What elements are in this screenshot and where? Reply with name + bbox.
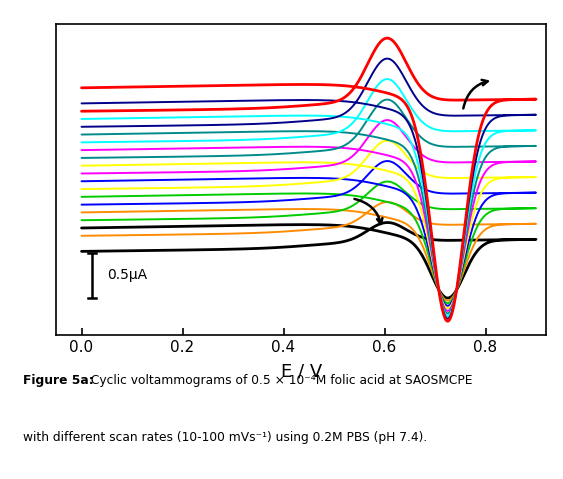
Text: with different scan rates (10-100 mVs⁻¹) using 0.2M PBS (pH 7.4).: with different scan rates (10-100 mVs⁻¹)… xyxy=(23,431,427,444)
Text: Figure 5a:: Figure 5a: xyxy=(23,374,93,387)
Text: 0.5μA: 0.5μA xyxy=(107,268,147,282)
Text: Cyclic voltammograms of 0.5 × 10⁻⁴M folic acid at SAOSMCPE: Cyclic voltammograms of 0.5 × 10⁻⁴M foli… xyxy=(87,374,473,387)
X-axis label: E / V: E / V xyxy=(280,362,322,380)
